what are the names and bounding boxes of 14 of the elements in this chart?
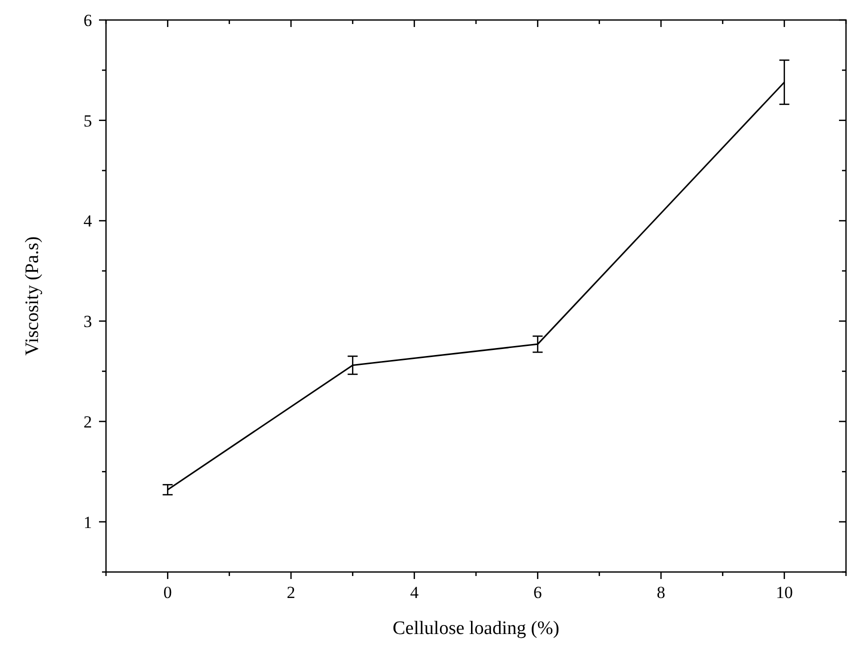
- y-tick-label: 1: [84, 512, 92, 532]
- x-tick-label: 2: [286, 583, 296, 602]
- x-axis-title: Cellulose loading (%): [392, 618, 560, 639]
- y-axis-title: Viscosity (Pa.s): [22, 236, 43, 356]
- x-tick-label: 6: [533, 583, 542, 602]
- y-tick-label: 3: [84, 312, 92, 332]
- x-tick-label: 8: [656, 583, 666, 602]
- x-tick-label: 10: [776, 583, 793, 602]
- x-tick-label: 0: [163, 583, 172, 602]
- y-tick-label: 2: [84, 412, 92, 432]
- x-tick-label: 4: [410, 583, 420, 602]
- y-tick-label: 6: [84, 10, 92, 30]
- y-tick-label: 5: [84, 111, 92, 130]
- y-tick-label: 4: [84, 212, 92, 231]
